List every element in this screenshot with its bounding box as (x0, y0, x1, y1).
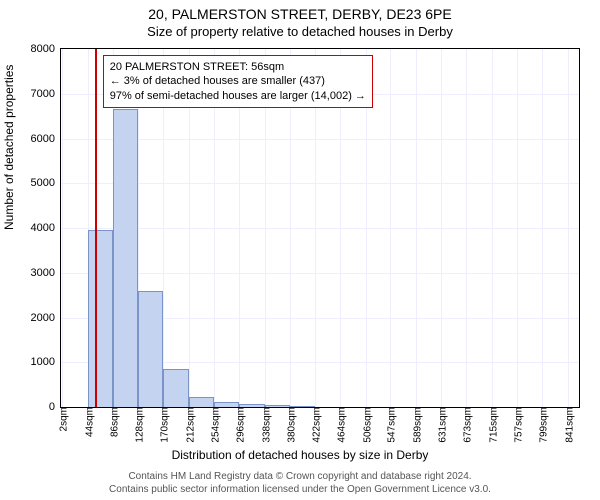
gridline-vertical (62, 49, 63, 407)
histogram-bar (189, 397, 214, 407)
annotation-line2: ← 3% of detached houses are smaller (437… (110, 74, 366, 88)
histogram-bar (239, 404, 264, 407)
x-tick-label: 2sqm (55, 407, 70, 431)
histogram-plot: 0100020003000400050006000700080002sqm44s… (60, 48, 580, 408)
x-tick-label: 506sqm (358, 407, 373, 443)
annotation-box: 20 PALMERSTON STREET: 56sqm← 3% of detac… (103, 55, 373, 108)
histogram-bar (88, 230, 113, 407)
y-tick-label: 4000 (31, 222, 61, 234)
gridline-vertical (390, 49, 391, 407)
y-axis-label: Number of detached properties (2, 65, 16, 230)
x-tick-label: 589sqm (408, 407, 423, 443)
x-tick-label: 631sqm (434, 407, 449, 443)
x-tick-label: 296sqm (232, 407, 247, 443)
y-tick-label: 1000 (31, 356, 61, 368)
x-tick-label: 128sqm (131, 407, 146, 443)
x-tick-label: 464sqm (333, 407, 348, 443)
footer-attribution: Contains HM Land Registry data © Crown c… (0, 470, 600, 496)
x-tick-label: 715sqm (484, 407, 499, 443)
x-tick-label: 212sqm (181, 407, 196, 443)
histogram-bar (138, 291, 163, 407)
histogram-bar (163, 369, 188, 407)
annotation-line3: 97% of semi-detached houses are larger (… (110, 89, 366, 103)
x-tick-label: 799sqm (535, 407, 550, 443)
x-axis-label: Distribution of detached houses by size … (0, 448, 600, 462)
gridline-vertical (466, 49, 467, 407)
x-tick-label: 380sqm (282, 407, 297, 443)
annotation-line1: 20 PALMERSTON STREET: 56sqm (110, 60, 366, 74)
chart-title-line2: Size of property relative to detached ho… (0, 24, 600, 39)
x-tick-label: 170sqm (156, 407, 171, 443)
gridline-vertical (568, 49, 569, 407)
histogram-bar (290, 406, 315, 407)
x-tick-label: 673sqm (459, 407, 474, 443)
footer-line2: Contains public sector information licen… (109, 484, 491, 495)
y-tick-label: 6000 (31, 133, 61, 145)
gridline-vertical (441, 49, 442, 407)
gridline-vertical (492, 49, 493, 407)
x-tick-label: 422sqm (308, 407, 323, 443)
y-tick-label: 3000 (31, 267, 61, 279)
histogram-bar (214, 402, 239, 407)
gridline-vertical (542, 49, 543, 407)
x-tick-label: 841sqm (560, 407, 575, 443)
y-tick-label: 5000 (31, 177, 61, 189)
y-tick-label: 8000 (31, 43, 61, 55)
y-tick-label: 2000 (31, 312, 61, 324)
x-tick-label: 254sqm (206, 407, 221, 443)
histogram-bar (265, 405, 290, 407)
property-marker-line (95, 49, 97, 407)
x-tick-label: 757sqm (509, 407, 524, 443)
gridline-vertical (517, 49, 518, 407)
x-tick-label: 44sqm (80, 407, 95, 437)
x-tick-label: 547sqm (383, 407, 398, 443)
x-tick-label: 86sqm (105, 407, 120, 437)
y-tick-label: 7000 (31, 88, 61, 100)
x-tick-label: 338sqm (257, 407, 272, 443)
gridline-vertical (416, 49, 417, 407)
footer-line1: Contains HM Land Registry data © Crown c… (128, 471, 471, 482)
histogram-bar (113, 109, 138, 407)
chart-title-line1: 20, PALMERSTON STREET, DERBY, DE23 6PE (0, 6, 600, 22)
